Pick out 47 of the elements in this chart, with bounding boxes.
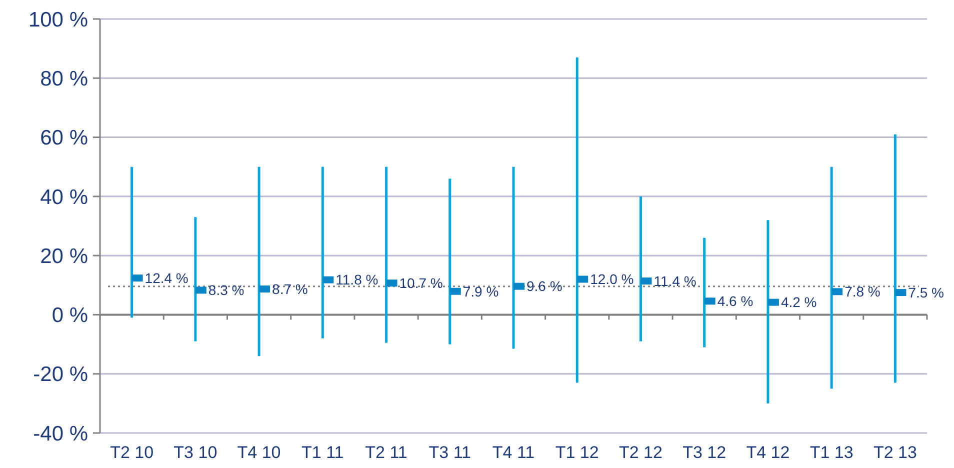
bar bbox=[830, 166, 833, 389]
data-label: 12.4 % bbox=[144, 270, 188, 286]
x-tick-label: T2 13 bbox=[873, 443, 917, 462]
bar bbox=[258, 166, 260, 356]
x-tick-label: T2 10 bbox=[110, 443, 154, 462]
y-tick-label: -20 % bbox=[33, 363, 88, 386]
data-label: 8.3 % bbox=[208, 282, 244, 298]
bar bbox=[894, 134, 896, 383]
x-tick-label: T4 11 bbox=[492, 443, 535, 462]
data-label: 10.7 % bbox=[399, 274, 443, 291]
y-tick-label: 40 % bbox=[40, 186, 88, 209]
bar bbox=[639, 196, 642, 342]
bar bbox=[576, 57, 578, 383]
data-label: 12.0 % bbox=[590, 271, 634, 288]
data-label: 7.5 % bbox=[908, 284, 944, 300]
x-tick-label: T1 11 bbox=[302, 443, 344, 462]
data-label: 8.7 % bbox=[272, 280, 308, 297]
x-tick-label: T2 12 bbox=[618, 443, 662, 462]
x-tick-label: T3 11 bbox=[428, 443, 471, 462]
x-tick-label: T3 12 bbox=[682, 443, 726, 462]
x-tick-label: T2 11 bbox=[365, 443, 408, 462]
data-label: 11.8 % bbox=[336, 272, 378, 288]
bar bbox=[321, 166, 324, 338]
bar bbox=[766, 220, 770, 404]
data-label: 7.9 % bbox=[462, 283, 499, 300]
data-label: 4.2 % bbox=[780, 294, 817, 310]
bar bbox=[194, 217, 197, 342]
x-tick-label: T1 12 bbox=[555, 443, 599, 462]
y-tick-label: -40 % bbox=[33, 422, 88, 446]
data-label: 9.6 % bbox=[526, 278, 562, 294]
y-tick-label: 0 % bbox=[52, 304, 88, 328]
data-label: 7.8 % bbox=[844, 284, 880, 300]
data-label: 4.6 % bbox=[717, 293, 754, 310]
y-tick-label: 80 % bbox=[40, 67, 88, 90]
bar bbox=[703, 238, 706, 348]
x-tick-label: T3 10 bbox=[174, 443, 218, 462]
bar bbox=[385, 166, 388, 343]
y-tick-label: 60 % bbox=[40, 126, 88, 150]
y-tick-label: 100 % bbox=[28, 8, 88, 32]
bar bbox=[512, 166, 515, 349]
x-tick-label: T4 12 bbox=[746, 443, 790, 462]
x-tick-label: T1 13 bbox=[810, 443, 854, 462]
bar bbox=[448, 178, 452, 344]
y-tick-label: 20 % bbox=[40, 244, 88, 268]
bar bbox=[130, 166, 134, 318]
data-label: 11.4 % bbox=[654, 272, 696, 289]
x-tick-label: T4 10 bbox=[237, 443, 281, 462]
